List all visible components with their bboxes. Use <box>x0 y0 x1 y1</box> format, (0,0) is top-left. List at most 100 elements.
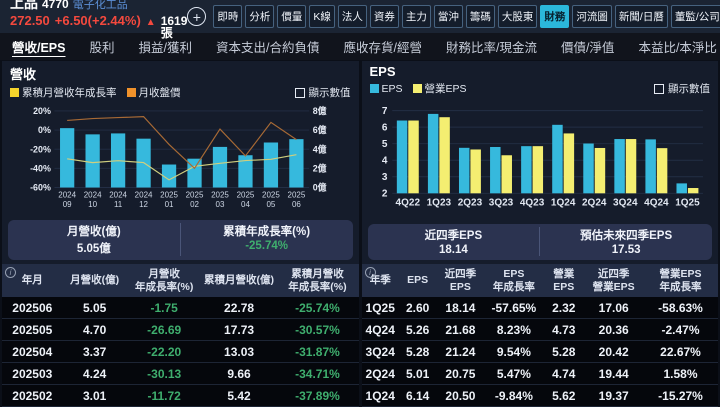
summary-stat: 預估未來四季EPS 17.53 <box>539 227 712 256</box>
top-tab-董監/公司[interactable]: 董監/公司 <box>670 5 720 28</box>
eps-bar-營業EPS <box>687 188 699 194</box>
table-cell: -58.63% <box>658 300 703 315</box>
top-tab-河流圖[interactable]: 河流圖 <box>572 5 612 28</box>
table-cell: 5.26 <box>405 322 430 337</box>
table-header-cell: 近四季 營業EPS <box>592 267 635 293</box>
table-cell: 19.37 <box>598 388 629 403</box>
eps-bar-營業EPS <box>532 146 543 194</box>
stock-name: 上品 <box>10 0 38 11</box>
industry-tag-link[interactable]: 電子化工品 <box>72 0 128 11</box>
table-cell: -26.69 <box>147 322 182 337</box>
table-cell: 202503 <box>12 366 53 381</box>
table-row: 1Q25 2.60 18.14 -57.65% 2.32 17.06 -58.63% <box>361 297 718 319</box>
left-axis-tick: 0% <box>38 125 51 135</box>
table-cell: 1Q24 <box>365 388 395 403</box>
top-tab-籌碼[interactable]: 籌碼 <box>465 5 495 28</box>
subnav-item-股利[interactable]: 股利 <box>89 41 115 55</box>
summary-stat-value: 18.14 <box>438 244 468 256</box>
info-icon[interactable]: i <box>5 267 16 278</box>
table-header-cell: 營業 EPS <box>553 267 575 293</box>
table-cell: -9.84% <box>494 388 533 403</box>
table-row: 202506 5.05 -1.75 22.78 -25.74% <box>2 297 359 319</box>
revenue-panel-title: 營收 <box>10 67 37 82</box>
volume: 1619張 <box>160 13 188 40</box>
table-header-row: 年季 EPS 近四季 EPS EPS 年成長率 營業 EPS 近四季 營業EPS 營業EPS… <box>361 264 718 297</box>
eps-bar-EPS <box>489 146 501 194</box>
table-cell: 18.14 <box>445 300 476 315</box>
top-tab-當沖[interactable]: 當沖 <box>433 5 463 28</box>
summary-stat-label: 累積年成長率(%) <box>223 226 311 238</box>
x-axis-tick: 4Q22 <box>395 198 420 209</box>
top-tab-K線[interactable]: K線 <box>309 5 335 28</box>
table-cell: -2.47% <box>661 322 700 337</box>
table-cell: 9.54% <box>496 344 531 359</box>
revenue-bar <box>60 128 75 188</box>
legend-label: EPS <box>381 82 403 95</box>
table-header-cell: 營業EPS 年成長率 <box>659 267 702 293</box>
table-cell: 3.01 <box>82 388 107 403</box>
top-tab-主力[interactable]: 主力 <box>401 5 431 28</box>
subnav-item-價債/淨值[interactable]: 價債/淨值 <box>560 41 615 55</box>
subnav-item-損益/獲利[interactable]: 損益/獲利 <box>138 41 192 55</box>
top-tab-法人[interactable]: 法人 <box>337 5 367 28</box>
eps-table: 年季 EPS 近四季 EPS EPS 年成長率 營業 EPS 近四季 營業EPS 營業EPS… <box>361 264 718 407</box>
summary-stat-value: -25.74% <box>245 240 289 252</box>
revenue-bar <box>289 139 304 188</box>
x-axis-tick: 2025 <box>160 190 178 199</box>
table-cell: -57.65% <box>491 300 537 315</box>
table-cell: 5.62 <box>552 388 576 403</box>
x-axis-tick: 1Q23 <box>426 198 451 209</box>
eps-bar-EPS <box>551 124 563 194</box>
table-cell: 3.37 <box>82 344 107 359</box>
eps-bar-EPS <box>676 183 687 194</box>
stock-price: 272.50 <box>10 12 50 28</box>
table-cell: 202502 <box>12 388 53 403</box>
legend-label: 累積月營收年成長率 <box>22 87 117 99</box>
summary-stat: 月營收(億) 5.05億 <box>8 223 180 256</box>
y-axis-tick: 5 <box>382 139 388 150</box>
top-tab-價量[interactable]: 價量 <box>277 5 307 28</box>
table-cell: 21.24 <box>445 344 476 359</box>
top-tab-大股東[interactable]: 大股東 <box>497 5 538 28</box>
table-cell: 20.36 <box>598 322 629 337</box>
summary-stat-value: 5.05億 <box>76 243 111 255</box>
subnav-item-財務比率/現金流[interactable]: 財務比率/現金流 <box>445 41 537 55</box>
table-cell: 22.67% <box>660 344 701 359</box>
table-cell: 4.73 <box>552 322 576 337</box>
table-header-row: 年月 月營收(億) 月營收 年成長率(%) 累積月營收(億) 累積月營收 年成長率(%) <box>2 264 359 297</box>
top-tab-bar: 即時 分析 價量 K線 法人 資券 主力 當沖 籌碼 大股東 財務 河流圖 新聞/日曆 董監/公司 <box>213 5 720 28</box>
top-tab-資券[interactable]: 資券 <box>369 5 399 28</box>
revenue-bar <box>238 155 253 188</box>
table-cell: -1.75 <box>150 300 178 315</box>
table-cell: 2.32 <box>552 300 576 315</box>
top-tab-財務[interactable]: 財務 <box>540 5 570 28</box>
info-icon[interactable]: i <box>364 267 376 278</box>
revenue-show-values-checkbox[interactable]: 顯示數值 <box>294 85 351 100</box>
table-cell: 17.06 <box>598 300 629 315</box>
legend-swatch-icon <box>10 88 19 97</box>
top-tab-分析[interactable]: 分析 <box>245 5 275 28</box>
top-tab-新聞/日曆[interactable]: 新聞/日曆 <box>614 5 668 28</box>
subnav-item-資本支出/合約負債[interactable]: 資本支出/合約負債 <box>216 41 320 55</box>
add-watchlist-button[interactable]: + <box>187 7 207 26</box>
x-axis-tick: 3Q24 <box>613 198 638 209</box>
revenue-legend: 累積月營收年成長率 月收盤價 <box>10 85 181 100</box>
subnav-item-營收/EPS[interactable]: 營收/EPS <box>12 41 66 55</box>
x-axis-tick: 10 <box>88 200 97 209</box>
revenue-panel: 營收 累積月營收年成長率 月收盤價 顯示數值 20% 8億 0% 6億 -20% 4億 -40… <box>2 61 359 407</box>
revenue-bar <box>162 164 177 188</box>
subnav-item-本益比/本淨比[interactable]: 本益比/本淨比 <box>638 41 717 55</box>
y-axis-tick: 6 <box>382 122 388 133</box>
subnav-item-應收存貨/經營[interactable]: 應收存貨/經營 <box>343 41 422 55</box>
table-cell: 2.60 <box>405 300 430 315</box>
top-tab-即時[interactable]: 即時 <box>213 5 243 28</box>
x-axis-tick: 4Q24 <box>644 198 669 209</box>
table-row: 4Q24 5.26 21.68 8.23% 4.73 20.36 -2.47% <box>361 319 718 341</box>
eps-show-values-checkbox[interactable]: 顯示數值 <box>654 81 710 96</box>
right-axis-tick: 2億 <box>313 162 327 173</box>
x-axis-tick: 11 <box>114 200 123 209</box>
x-axis-tick: 2024 <box>84 190 102 199</box>
right-axis-tick: 4億 <box>313 143 327 154</box>
eps-bar-EPS <box>427 113 439 194</box>
